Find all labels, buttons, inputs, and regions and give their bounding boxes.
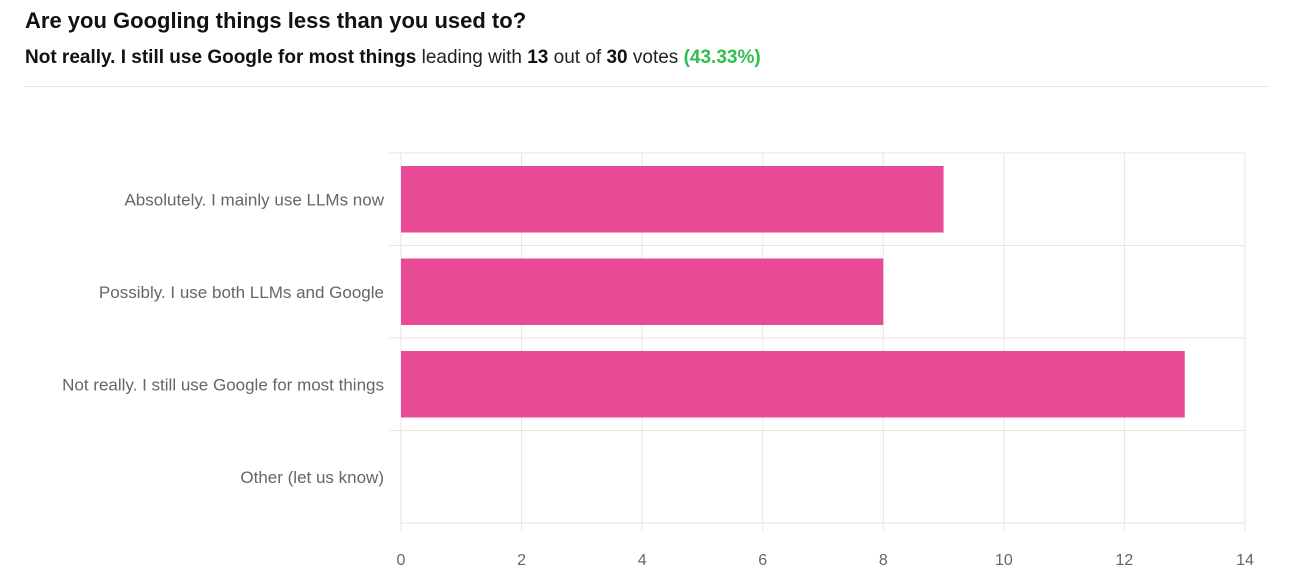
out-of-text: out of <box>553 47 602 68</box>
leading-option: Not really. I still use Google for most … <box>25 47 417 68</box>
category-label: Absolutely. I mainly use LLMs now <box>124 190 384 209</box>
category-label: Possibly. I use both LLMs and Google <box>99 283 384 302</box>
leader-vote-count: 13 <box>527 47 549 68</box>
x-tick-label: 14 <box>1236 552 1254 569</box>
x-tick-label: 6 <box>758 552 767 569</box>
x-tick-label: 4 <box>638 552 647 569</box>
x-tick-label: 8 <box>879 552 888 569</box>
x-tick-label: 2 <box>517 552 526 569</box>
bar <box>401 166 944 233</box>
category-label: Other (let us know) <box>240 468 384 487</box>
total-vote-count: 30 <box>606 47 628 68</box>
bar <box>401 258 884 325</box>
x-tick-label: 10 <box>995 552 1013 569</box>
category-label: Not really. I still use Google for most … <box>62 375 384 394</box>
votes-text: votes <box>632 47 679 68</box>
leader-percent: (43.33%) <box>683 47 761 68</box>
x-tick-label: 12 <box>1116 552 1134 569</box>
bar <box>401 351 1185 418</box>
poll-title: Are you Googling things less than you us… <box>25 8 527 33</box>
x-tick-label: 0 <box>397 552 406 569</box>
poll-summary: Not really. I still use Google for most … <box>25 47 761 69</box>
leading-with-text: leading with <box>421 47 522 68</box>
header-divider <box>25 86 1269 87</box>
